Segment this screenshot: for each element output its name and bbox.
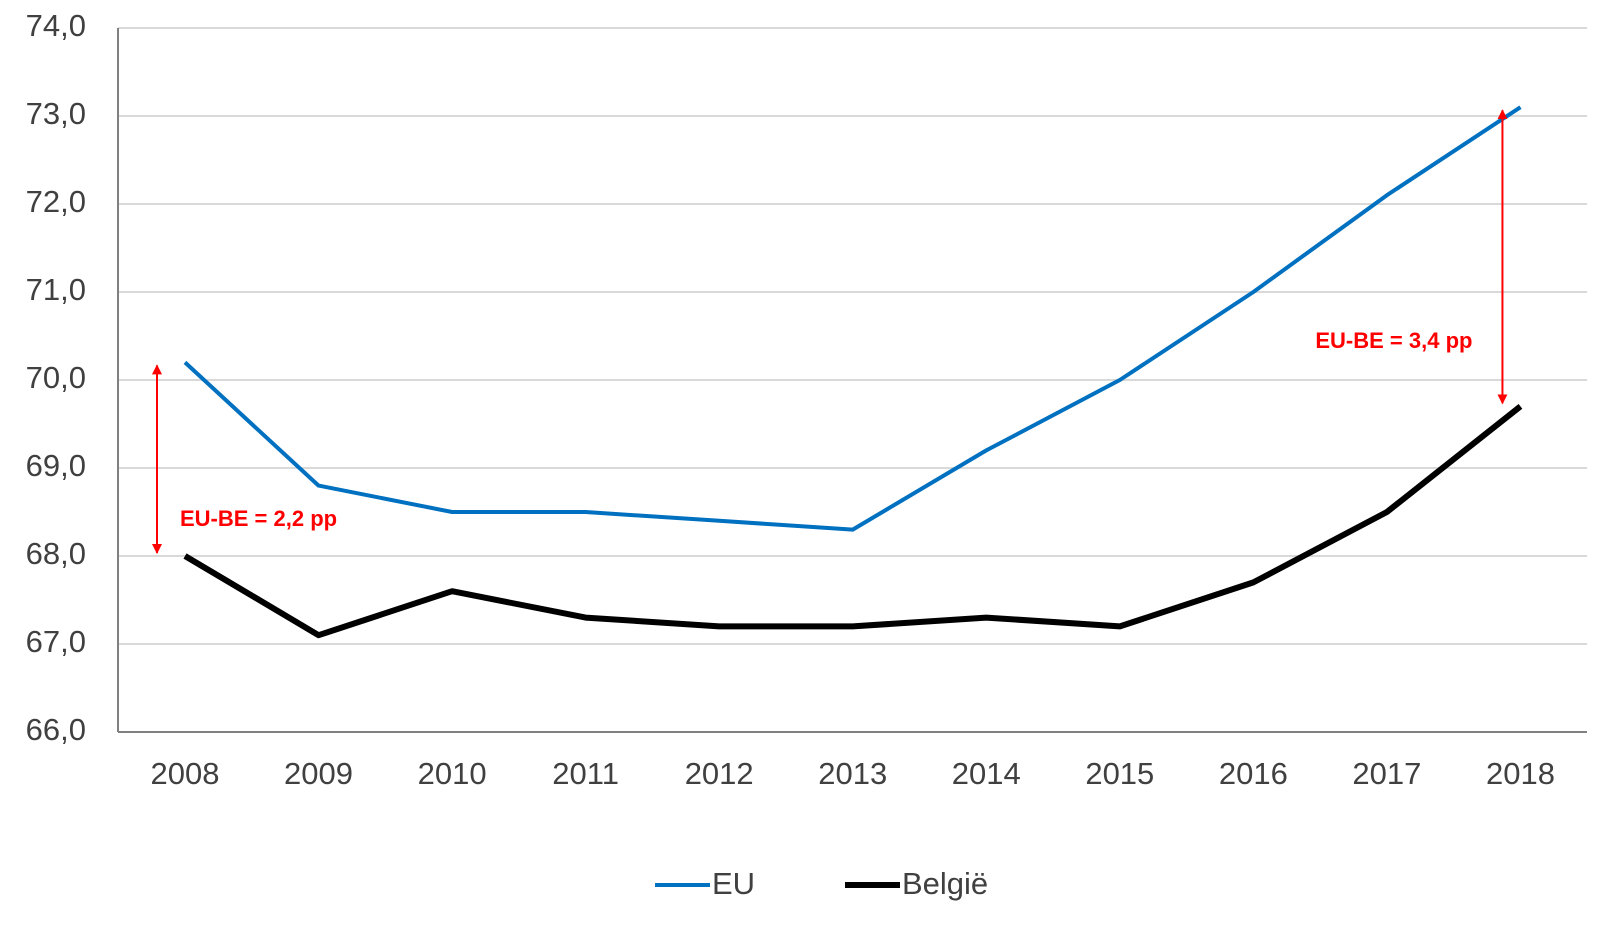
y-tick-label: 70,0 <box>26 360 86 395</box>
x-tick-label: 2015 <box>1085 756 1154 791</box>
y-tick-label: 66,0 <box>26 712 86 747</box>
series-line <box>183 105 1522 532</box>
x-tick-label: 2011 <box>552 756 619 791</box>
y-tick-label: 67,0 <box>26 624 86 659</box>
y-tick-label: 69,0 <box>26 448 86 483</box>
x-tick-label: 2013 <box>818 756 887 791</box>
x-tick-label: 2012 <box>685 756 754 791</box>
x-tick-label: 2010 <box>418 756 487 791</box>
annotation: EU-BE = 3,4 pp <box>1315 328 1472 353</box>
x-tick-label: 2009 <box>284 756 353 791</box>
legend-label: EU <box>712 866 755 901</box>
y-tick-label: 71,0 <box>26 272 86 307</box>
y-tick-label: 72,0 <box>26 184 86 219</box>
series-line <box>183 404 1523 639</box>
y-tick-label: 68,0 <box>26 536 86 571</box>
x-tick-label: 2017 <box>1352 756 1421 791</box>
y-tick-label: 73,0 <box>26 96 86 131</box>
x-tick-label: 2018 <box>1486 756 1555 791</box>
annotation: EU-BE = 2,2 pp <box>180 506 337 531</box>
x-tick-label: 2008 <box>151 756 220 791</box>
x-tick-label: 2014 <box>952 756 1021 791</box>
x-tick-label: 2016 <box>1219 756 1288 791</box>
legend-label: België <box>902 866 988 901</box>
y-tick-label: 74,0 <box>26 8 86 43</box>
